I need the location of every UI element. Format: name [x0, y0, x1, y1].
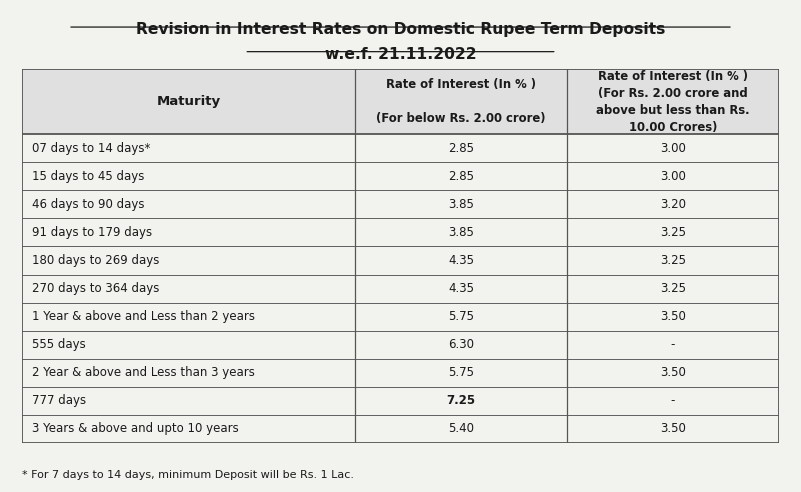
- Text: 555 days: 555 days: [32, 338, 86, 351]
- Text: -: -: [670, 394, 675, 407]
- Text: 3.85: 3.85: [448, 198, 474, 211]
- Text: 2.85: 2.85: [448, 142, 474, 155]
- Text: 3.85: 3.85: [448, 226, 474, 239]
- Text: Rate of Interest (In % )

(For below Rs. 2.00 crore): Rate of Interest (In % ) (For below Rs. …: [376, 78, 545, 125]
- Text: 3.50: 3.50: [660, 422, 686, 435]
- Text: 07 days to 14 days*: 07 days to 14 days*: [32, 142, 151, 155]
- Text: 5.75: 5.75: [448, 366, 474, 379]
- Text: 3.00: 3.00: [660, 170, 686, 183]
- Text: 2 Year & above and Less than 3 years: 2 Year & above and Less than 3 years: [32, 366, 256, 379]
- Text: Rate of Interest (In % )
(For Rs. 2.00 crore and
above but less than Rs.
10.00 C: Rate of Interest (In % ) (For Rs. 2.00 c…: [596, 69, 750, 134]
- Text: 3.25: 3.25: [660, 254, 686, 267]
- Text: 270 days to 364 days: 270 days to 364 days: [32, 282, 159, 295]
- Text: Maturity: Maturity: [157, 95, 221, 108]
- Text: 6.30: 6.30: [448, 338, 474, 351]
- Text: -: -: [670, 338, 675, 351]
- Text: 4.35: 4.35: [448, 282, 474, 295]
- Text: 2.85: 2.85: [448, 170, 474, 183]
- Text: 46 days to 90 days: 46 days to 90 days: [32, 198, 145, 211]
- Text: 91 days to 179 days: 91 days to 179 days: [32, 226, 152, 239]
- Text: 180 days to 269 days: 180 days to 269 days: [32, 254, 159, 267]
- Text: 3.50: 3.50: [660, 310, 686, 323]
- Text: Revision in Interest Rates on Domestic Rupee Term Deposits: Revision in Interest Rates on Domestic R…: [136, 22, 665, 37]
- Text: 4.35: 4.35: [448, 254, 474, 267]
- Text: 777 days: 777 days: [32, 394, 87, 407]
- Text: 3 Years & above and upto 10 years: 3 Years & above and upto 10 years: [32, 422, 239, 435]
- Text: 3.20: 3.20: [660, 198, 686, 211]
- Text: 3.25: 3.25: [660, 226, 686, 239]
- Text: 5.75: 5.75: [448, 310, 474, 323]
- Text: 15 days to 45 days: 15 days to 45 days: [32, 170, 145, 183]
- Text: w.e.f. 21.11.2022: w.e.f. 21.11.2022: [324, 47, 477, 62]
- Text: 7.25: 7.25: [446, 394, 476, 407]
- Text: 1 Year & above and Less than 2 years: 1 Year & above and Less than 2 years: [32, 310, 256, 323]
- Text: 3.25: 3.25: [660, 282, 686, 295]
- Text: 3.50: 3.50: [660, 366, 686, 379]
- Text: 3.00: 3.00: [660, 142, 686, 155]
- Text: * For 7 days to 14 days, minimum Deposit will be Rs. 1 Lac.: * For 7 days to 14 days, minimum Deposit…: [22, 470, 354, 480]
- Text: 5.40: 5.40: [448, 422, 474, 435]
- Bar: [22, 69, 779, 134]
